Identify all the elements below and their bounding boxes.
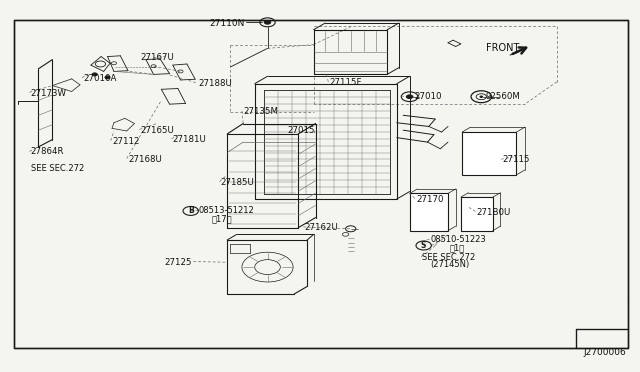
Text: 27168U: 27168U — [128, 155, 162, 164]
Text: 08510-51223: 08510-51223 — [431, 235, 486, 244]
Bar — [462, 132, 516, 175]
Circle shape — [480, 96, 483, 97]
Text: 27165U: 27165U — [141, 126, 175, 135]
Text: SEE SEC.272: SEE SEC.272 — [31, 164, 84, 173]
Text: 27188U: 27188U — [198, 79, 232, 88]
Text: 27185U: 27185U — [221, 178, 255, 187]
Text: 27167U: 27167U — [141, 53, 175, 62]
Text: 27162U: 27162U — [305, 223, 339, 232]
Text: 27173W: 27173W — [31, 89, 67, 97]
Circle shape — [105, 76, 110, 79]
Text: (27145N): (27145N) — [430, 260, 469, 269]
Text: 92560M: 92560M — [485, 92, 520, 101]
Text: B: B — [188, 206, 193, 215]
Text: S: S — [421, 241, 426, 250]
Text: 27115: 27115 — [502, 155, 530, 164]
Bar — [461, 197, 493, 231]
Text: 27181U: 27181U — [173, 135, 207, 144]
Circle shape — [406, 95, 413, 99]
Text: 27010A: 27010A — [83, 74, 116, 83]
Text: 27112: 27112 — [112, 137, 140, 146]
Text: 27110N: 27110N — [209, 19, 244, 28]
Text: 27125: 27125 — [164, 258, 192, 267]
Text: 27135M: 27135M — [243, 107, 278, 116]
Text: （1）: （1） — [450, 244, 465, 253]
Text: 27015: 27015 — [287, 126, 315, 135]
Bar — [14, 20, 628, 348]
Bar — [410, 193, 448, 231]
Text: 271B0U: 271B0U — [477, 208, 511, 217]
Text: 27010: 27010 — [415, 92, 442, 101]
Text: 27115F: 27115F — [330, 78, 362, 87]
Text: FRONT: FRONT — [486, 44, 520, 53]
Text: SEE SEC.272: SEE SEC.272 — [422, 253, 476, 262]
Circle shape — [264, 20, 271, 24]
Text: 27170: 27170 — [416, 195, 444, 203]
Circle shape — [92, 73, 97, 76]
Text: J2700006: J2700006 — [583, 348, 626, 357]
Text: 27864R: 27864R — [31, 147, 64, 156]
Text: 08513-51212: 08513-51212 — [198, 206, 254, 215]
Text: （17）: （17） — [211, 214, 232, 223]
